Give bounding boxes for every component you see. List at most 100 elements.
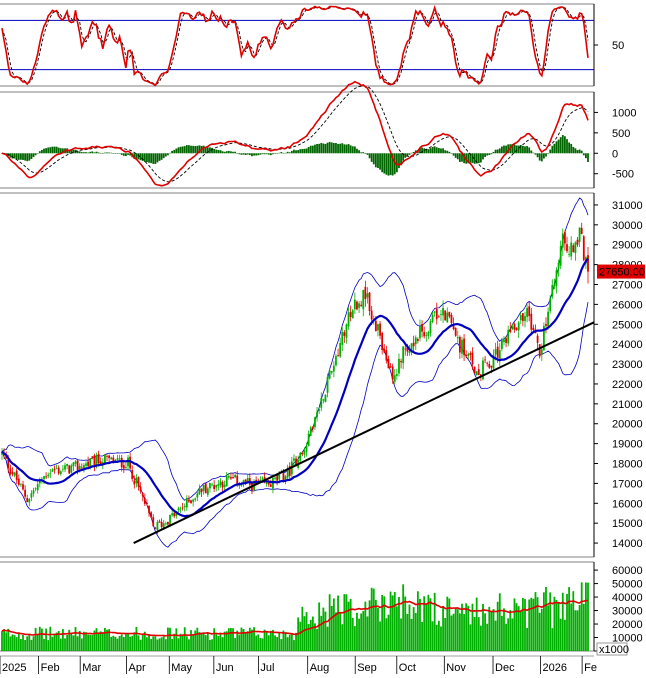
volume-bar [257,634,260,651]
x-tick-label: Oct [399,662,416,674]
macd-histogram-bar [370,153,373,162]
macd-histogram-bar [503,145,505,154]
volume-bar [475,597,478,651]
macd-histogram-bar [38,151,41,154]
macd-histogram-bar [230,151,232,154]
volume-bar [479,625,482,651]
candle-body [547,311,549,327]
candle-body [343,332,346,336]
macd-histogram-bar [148,153,150,163]
macd-histogram-bar [498,148,501,154]
volume-bar [372,588,375,651]
volume-bar [400,618,402,651]
macd-histogram-bar [356,148,358,154]
candle-body [244,479,247,484]
candle-body [381,333,384,351]
candle-body [57,467,60,474]
macd-histogram-bar [141,153,144,161]
volume-bar [316,628,318,651]
macd-histogram-bar [78,151,81,154]
price-tick-label: 26000 [612,299,643,311]
candle-body [32,490,35,494]
macd-histogram-bar [398,153,400,169]
volume-bar [517,606,520,651]
volume-bar [150,639,153,651]
volume-bar [461,603,463,651]
candle-body [74,461,77,464]
macd-histogram-bar [152,153,155,164]
candle-body [395,374,398,376]
macd-histogram-bar [164,153,167,157]
price-tick-label: 25000 [612,319,643,331]
volume-bar [59,638,62,651]
volume-bar [101,633,104,651]
candle-body [34,488,37,490]
volume-bar [368,600,371,651]
macd-histogram-bar [515,145,518,154]
candle-body [30,493,33,498]
macd-histogram-bar [223,151,226,154]
volume-bar [34,627,37,651]
volume-bar [444,618,447,651]
volume-bar [57,630,60,651]
macd-histogram-bar [225,151,228,154]
volume-bar [582,603,585,651]
candle-body [429,321,432,334]
volume-bar [330,605,333,651]
volume-bar [238,634,241,651]
volume-bar [366,616,369,651]
macd-histogram-bar [211,147,213,154]
macd-histogram-bar [530,150,533,154]
macd-histogram-bar [328,141,331,154]
macd-histogram-bar [269,153,272,156]
volume-bar [450,615,453,651]
candle-body [507,329,510,344]
macd-histogram-bar [87,152,90,154]
candle-body [549,298,552,312]
volume-bar [362,610,365,651]
macd-histogram-bar [70,149,73,154]
macd-histogram-bar [433,146,436,154]
candle-body [183,506,186,508]
volume-bar [276,637,279,651]
macd-histogram-bar [410,152,413,154]
volume-bar [162,636,165,651]
candle-body [484,359,486,361]
macd-histogram-bar [366,153,369,155]
volume-bar [547,605,549,651]
candle-body [45,476,48,478]
price-tick-label: 24000 [612,339,643,351]
macd-histogram-bar [20,153,22,160]
candle-body [47,474,50,477]
candle-body [347,312,350,327]
candle-body [55,468,58,470]
macd-histogram-bar [284,152,287,154]
macd-histogram-bar [246,153,249,155]
volume-bar [406,614,409,651]
volume-bar [133,632,136,651]
candle-body [509,329,512,332]
candle-body [169,514,171,526]
candle-body [9,468,12,474]
volume-bar [584,582,587,651]
volume-bar [274,635,276,651]
candle-body [488,364,491,368]
volume-bar [484,613,486,651]
price-tick-label: 21000 [612,399,643,411]
volume-bar [301,606,304,651]
macd-histogram-bar [202,145,205,154]
macd-histogram-bar [383,153,386,174]
macd-histogram-bar [566,139,568,154]
volume-bar [299,621,302,651]
volume-bar [68,629,71,651]
candle-body [221,482,224,488]
macd-histogram-bar [110,152,113,154]
macd-histogram-bar [62,148,64,154]
candle-body [196,493,199,498]
volume-bar [118,635,121,651]
volume-bar [416,591,419,651]
candle-body [114,459,117,462]
volume-bar [269,630,272,651]
macd-histogram-bar [347,144,350,154]
macd-histogram-bar [444,150,447,154]
